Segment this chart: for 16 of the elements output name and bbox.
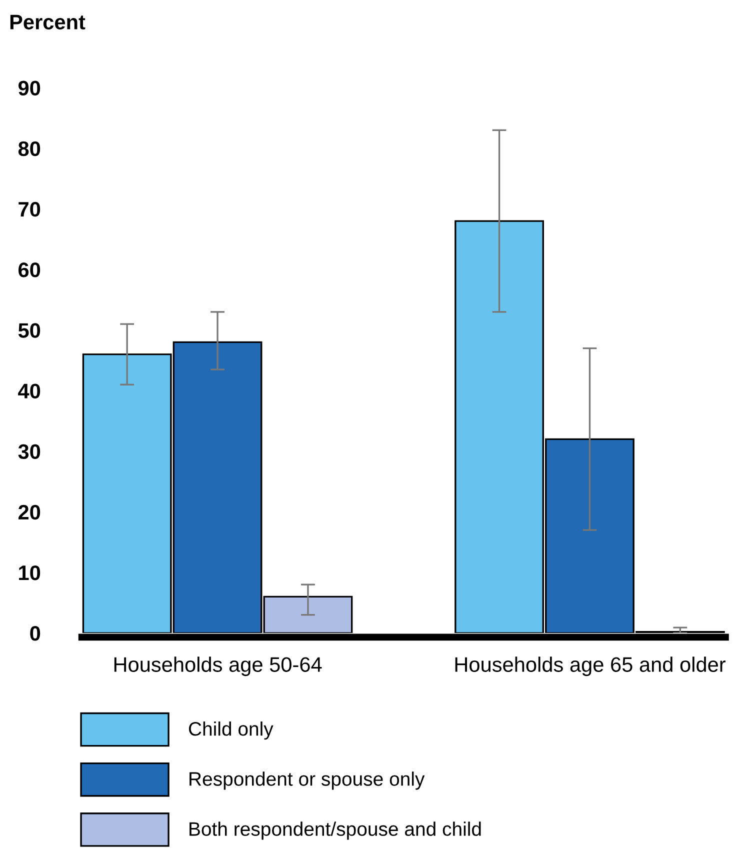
y-tick-label: 90 [18, 80, 40, 96]
y-tick-label: 70 [18, 202, 40, 217]
y-tick-label: 10 [19, 565, 40, 580]
y-tick-label: 0 [30, 626, 40, 641]
y-tick-label: 30 [18, 444, 40, 460]
y-tick-label: 20 [18, 504, 40, 520]
x-tick-label: Households age 65 and older [455, 656, 726, 676]
y-tick-label: 80 [18, 141, 40, 156]
y-tick-label: 60 [18, 262, 40, 278]
y-tick-label: 50 [18, 323, 40, 338]
x-tick-label: Households age 50-64 [114, 656, 322, 676]
legend-label: Both respondent/spouse and child [190, 822, 481, 840]
y-tick-label: 40 [18, 384, 40, 398]
legend-label: Respondent or spouse only [190, 772, 425, 790]
y-axis-title: Percent [10, 14, 86, 30]
legend-label: Child only [188, 722, 274, 740]
